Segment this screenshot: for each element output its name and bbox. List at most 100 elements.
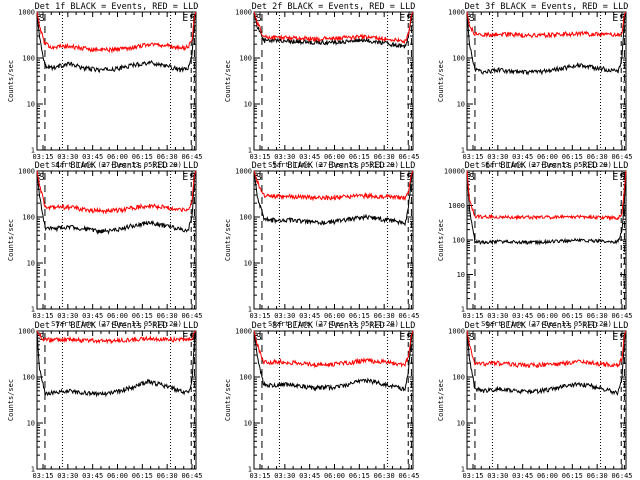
- y-axis-label: Counts/sec: [437, 219, 445, 261]
- y-tick-label: 1: [248, 306, 252, 314]
- y-axis-label: Counts/sec: [7, 219, 15, 261]
- end-marker: E: [612, 13, 618, 24]
- start-marker: S: [256, 13, 262, 24]
- y-tick-label: 1000: [235, 328, 252, 336]
- x-tick-label: 03:45: [299, 312, 320, 320]
- y-tick-label: 10: [457, 420, 465, 428]
- start-marker: S: [469, 332, 475, 343]
- events-series-line: [36, 330, 197, 398]
- lld-series-line: [253, 330, 414, 369]
- x-tick-label: 06:45: [181, 472, 202, 480]
- start-marker: S: [256, 172, 262, 183]
- last-marker: S: [189, 172, 195, 183]
- x-tick-label: 03:30: [274, 472, 295, 480]
- x-axis-label: Start Time (27-Dec-13 05:11:20): [51, 320, 182, 328]
- y-tick-label: 10: [27, 420, 35, 428]
- y-axis-label: Counts/sec: [224, 379, 232, 421]
- y-axis-label: Counts/sec: [7, 60, 15, 102]
- y-tick-label: 10: [27, 260, 35, 268]
- x-tick-label: 03:30: [274, 312, 295, 320]
- y-tick-label: 1000: [18, 168, 35, 176]
- events-series-line: [36, 170, 197, 235]
- y-tick-label: 100: [239, 55, 252, 63]
- panel-title: Det 1f BLACK = Events, RED = LLD: [35, 2, 199, 12]
- x-tick-label: 03:30: [57, 472, 78, 480]
- lld-series-line: [253, 11, 414, 44]
- x-tick-label: 03:45: [299, 472, 320, 480]
- x-tick-label: 03:45: [82, 472, 103, 480]
- x-tick-label: 06:00: [107, 312, 128, 320]
- x-tick-label: 06:15: [132, 153, 153, 161]
- lld-series-line: [36, 170, 197, 215]
- x-tick-label: 03:30: [274, 153, 295, 161]
- x-tick-label: 06:45: [181, 153, 202, 161]
- x-tick-label: 03:15: [462, 472, 483, 480]
- last-marker: S: [619, 13, 625, 24]
- x-tick-label: 06:30: [587, 472, 608, 480]
- last-marker: S: [406, 172, 412, 183]
- y-tick-label: 1000: [235, 168, 252, 176]
- events-series-line: [253, 330, 414, 392]
- start-marker: S: [469, 13, 475, 24]
- x-axis-label: Start Time (27-Dec-13 05:11:20): [268, 161, 399, 169]
- y-tick-label: 10: [27, 101, 35, 109]
- x-tick-label: 03:15: [249, 153, 270, 161]
- panel-title: Det 8f BLACK = Events, RED = LLD: [252, 321, 416, 331]
- last-marker: S: [619, 172, 625, 183]
- x-tick-label: 03:30: [57, 312, 78, 320]
- x-tick-label: 06:45: [611, 472, 632, 480]
- lld-series-line: [36, 330, 197, 345]
- end-marker: E: [399, 332, 405, 343]
- x-tick-label: 06:00: [324, 153, 345, 161]
- panel-title: Det 5f BLACK = Events, RED = LLD: [252, 161, 416, 171]
- x-tick-label: 06:00: [107, 472, 128, 480]
- x-tick-label: 06:30: [374, 472, 395, 480]
- plot-frame: [36, 11, 197, 151]
- y-tick-label: 10: [244, 260, 252, 268]
- lld-series-line: [466, 330, 627, 369]
- x-tick-label: 03:15: [249, 472, 270, 480]
- lld-series-line: [36, 11, 197, 54]
- y-tick-label: 1000: [448, 9, 465, 17]
- x-axis-label: Start Time (27-Dec-13 05:11:20): [51, 161, 182, 169]
- panel-title: Det 6f BLACK = Events, RED = LLD: [465, 161, 629, 171]
- plot-frame: [466, 330, 627, 470]
- start-marker: S: [39, 172, 45, 183]
- plot-frame: [36, 170, 197, 310]
- x-tick-label: 03:30: [487, 153, 508, 161]
- x-tick-label: 06:45: [398, 472, 419, 480]
- x-axis-label: Start Time (27-Dec-13 05:11:20): [268, 320, 399, 328]
- y-tick-label: 1: [461, 306, 465, 314]
- y-tick-label: 1: [31, 466, 35, 474]
- y-tick-label: 100: [452, 237, 465, 245]
- last-marker: S: [406, 13, 412, 24]
- x-tick-label: 06:15: [562, 153, 583, 161]
- x-tick-label: 03:15: [32, 312, 53, 320]
- events-series-line: [253, 11, 414, 49]
- x-tick-label: 03:30: [487, 472, 508, 480]
- x-tick-label: 06:45: [611, 153, 632, 161]
- x-tick-label: 06:15: [349, 312, 370, 320]
- x-tick-label: 03:45: [82, 312, 103, 320]
- start-marker: S: [256, 332, 262, 343]
- x-tick-label: 06:45: [398, 153, 419, 161]
- y-tick-label: 10: [457, 101, 465, 109]
- x-tick-label: 06:15: [349, 472, 370, 480]
- y-tick-label: 1: [248, 147, 252, 155]
- x-tick-label: 03:45: [299, 153, 320, 161]
- y-tick-label: 1: [31, 147, 35, 155]
- x-tick-label: 03:15: [462, 153, 483, 161]
- events-series-line: [466, 170, 627, 246]
- x-tick-label: 06:00: [537, 472, 558, 480]
- y-axis-label: Counts/sec: [7, 379, 15, 421]
- start-marker: S: [39, 13, 45, 24]
- end-marker: E: [399, 13, 405, 24]
- lld-series-line: [466, 170, 627, 221]
- y-tick-label: 1000: [18, 9, 35, 17]
- x-tick-label: 03:15: [32, 472, 53, 480]
